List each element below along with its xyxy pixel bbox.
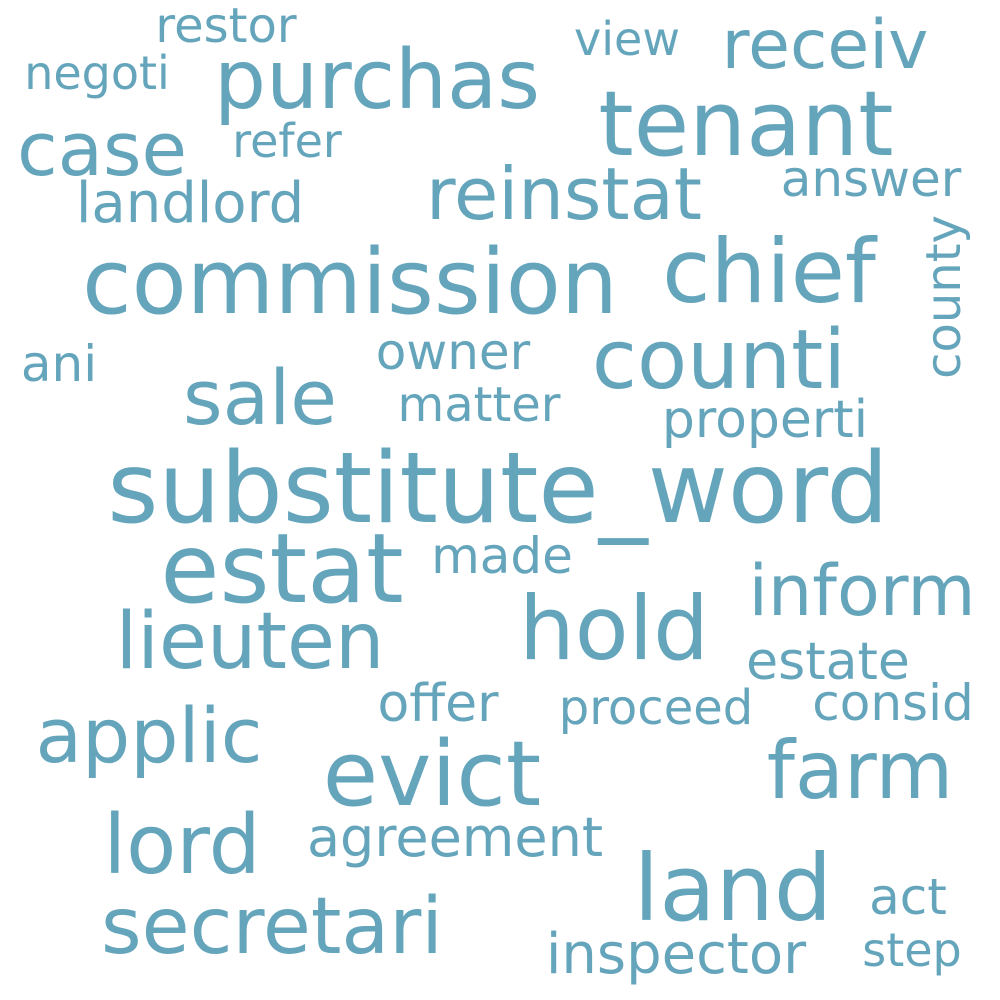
word-properti: properti <box>662 390 868 450</box>
word-lord: lord <box>103 798 260 893</box>
word-reinstat: reinstat <box>426 152 702 236</box>
word-act: act <box>869 868 947 926</box>
word-owner: owner <box>376 323 531 381</box>
word-restor: restor <box>155 0 296 54</box>
word-land: land <box>634 835 833 942</box>
word-receiv: receiv <box>722 6 929 85</box>
word-inspector: inspector <box>546 922 807 987</box>
word-matter: matter <box>397 377 560 433</box>
word-purchas: purchas <box>214 33 540 128</box>
word-county: county <box>916 215 972 379</box>
word-view: view <box>574 12 680 66</box>
word-step: step <box>862 923 962 977</box>
word-inform: inform <box>748 550 975 632</box>
word-evict: evict <box>323 722 541 827</box>
word-secretari: secretari <box>101 882 443 972</box>
word-chief: chief <box>662 220 878 323</box>
word-agreement: agreement <box>307 806 603 869</box>
word-estate: estate <box>746 632 910 692</box>
word-case: case <box>17 107 187 193</box>
word-hold: hold <box>519 577 709 680</box>
word-lieuten: lieuten <box>116 597 385 687</box>
word-landlord: landlord <box>76 171 304 236</box>
word-consid: consid <box>812 674 973 732</box>
word-tenant: tenant <box>598 72 893 177</box>
word-proceed: proceed <box>559 680 753 736</box>
word-applic: applic <box>35 691 262 780</box>
word-farm: farm <box>767 724 954 817</box>
word-negoti: negoti <box>24 46 170 100</box>
word-offer: offer <box>377 674 499 734</box>
word-sale: sale <box>183 353 337 442</box>
word-commission: commission <box>82 230 618 335</box>
word-made: made <box>431 527 573 585</box>
word-counti: counti <box>592 313 846 408</box>
word-ani: ani <box>21 335 97 393</box>
word-estat: estat <box>160 513 403 625</box>
word-substitute-word: substitute_word <box>107 432 888 546</box>
word-answer: answer <box>781 150 962 208</box>
word-refer: refer <box>232 114 342 168</box>
